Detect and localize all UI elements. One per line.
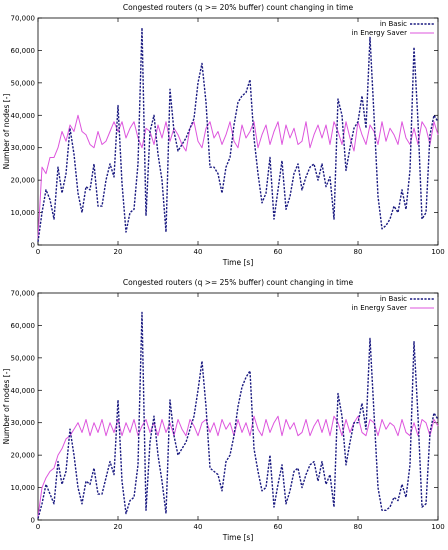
legend-entry: in Energy Saver bbox=[352, 29, 408, 37]
x-tick-label: 100 bbox=[431, 248, 444, 256]
x-tick-label: 0 bbox=[36, 248, 40, 256]
y-tick-label: 30,000 bbox=[11, 144, 36, 152]
legend-entry: in Basic bbox=[380, 20, 407, 28]
y-tick-label: 0 bbox=[31, 517, 35, 525]
series-line-energy-saver bbox=[37, 415, 439, 517]
x-tick-label: 100 bbox=[431, 523, 444, 531]
y-tick-label: 10,000 bbox=[11, 209, 36, 217]
plot-frame bbox=[37, 292, 439, 521]
legend-entry: in Energy Saver bbox=[352, 304, 408, 312]
y-tick-label: 40,000 bbox=[11, 112, 36, 120]
series-line-basic bbox=[37, 27, 439, 242]
y-tick-label: 0 bbox=[31, 242, 35, 250]
chart-title: Congested routers (q >= 20% buffer) coun… bbox=[123, 3, 354, 12]
y-tick-label: 20,000 bbox=[11, 177, 36, 185]
series-line-energy-saver bbox=[37, 114, 439, 239]
chart-top: Congested routers (q >= 20% buffer) coun… bbox=[2, 3, 445, 267]
y-tick-label: 60,000 bbox=[11, 47, 36, 55]
y-tick-label: 10,000 bbox=[11, 484, 36, 492]
x-tick-label: 40 bbox=[194, 248, 203, 256]
y-tick-label: 40,000 bbox=[11, 387, 36, 395]
y-tick-label: 20,000 bbox=[11, 452, 36, 460]
plot-frame bbox=[37, 17, 439, 246]
x-axis-label: Time [s] bbox=[222, 258, 254, 267]
y-tick-label: 50,000 bbox=[11, 79, 36, 87]
x-axis-label: Time [s] bbox=[222, 533, 254, 542]
x-tick-label: 80 bbox=[354, 248, 363, 256]
series-line-basic bbox=[37, 311, 439, 519]
y-tick-label: 50,000 bbox=[11, 354, 36, 362]
x-tick-label: 60 bbox=[274, 248, 283, 256]
x-tick-label: 80 bbox=[354, 523, 363, 531]
x-tick-label: 40 bbox=[194, 523, 203, 531]
y-tick-label: 70,000 bbox=[11, 290, 36, 298]
y-tick-label: 60,000 bbox=[11, 322, 36, 330]
y-tick-label: 30,000 bbox=[11, 419, 36, 427]
x-tick-label: 20 bbox=[114, 248, 123, 256]
x-tick-label: 60 bbox=[274, 523, 283, 531]
y-tick-label: 70,000 bbox=[11, 15, 36, 23]
chart-bottom: Congested routers (q >= 25% buffer) coun… bbox=[2, 278, 445, 542]
x-tick-label: 20 bbox=[114, 523, 123, 531]
chart-title: Congested routers (q >= 25% buffer) coun… bbox=[123, 278, 354, 287]
x-tick-label: 0 bbox=[36, 523, 40, 531]
legend-entry: in Basic bbox=[380, 295, 407, 303]
y-axis-label: Number of nodes [-] bbox=[2, 369, 11, 445]
y-axis-label: Number of nodes [-] bbox=[2, 94, 11, 170]
